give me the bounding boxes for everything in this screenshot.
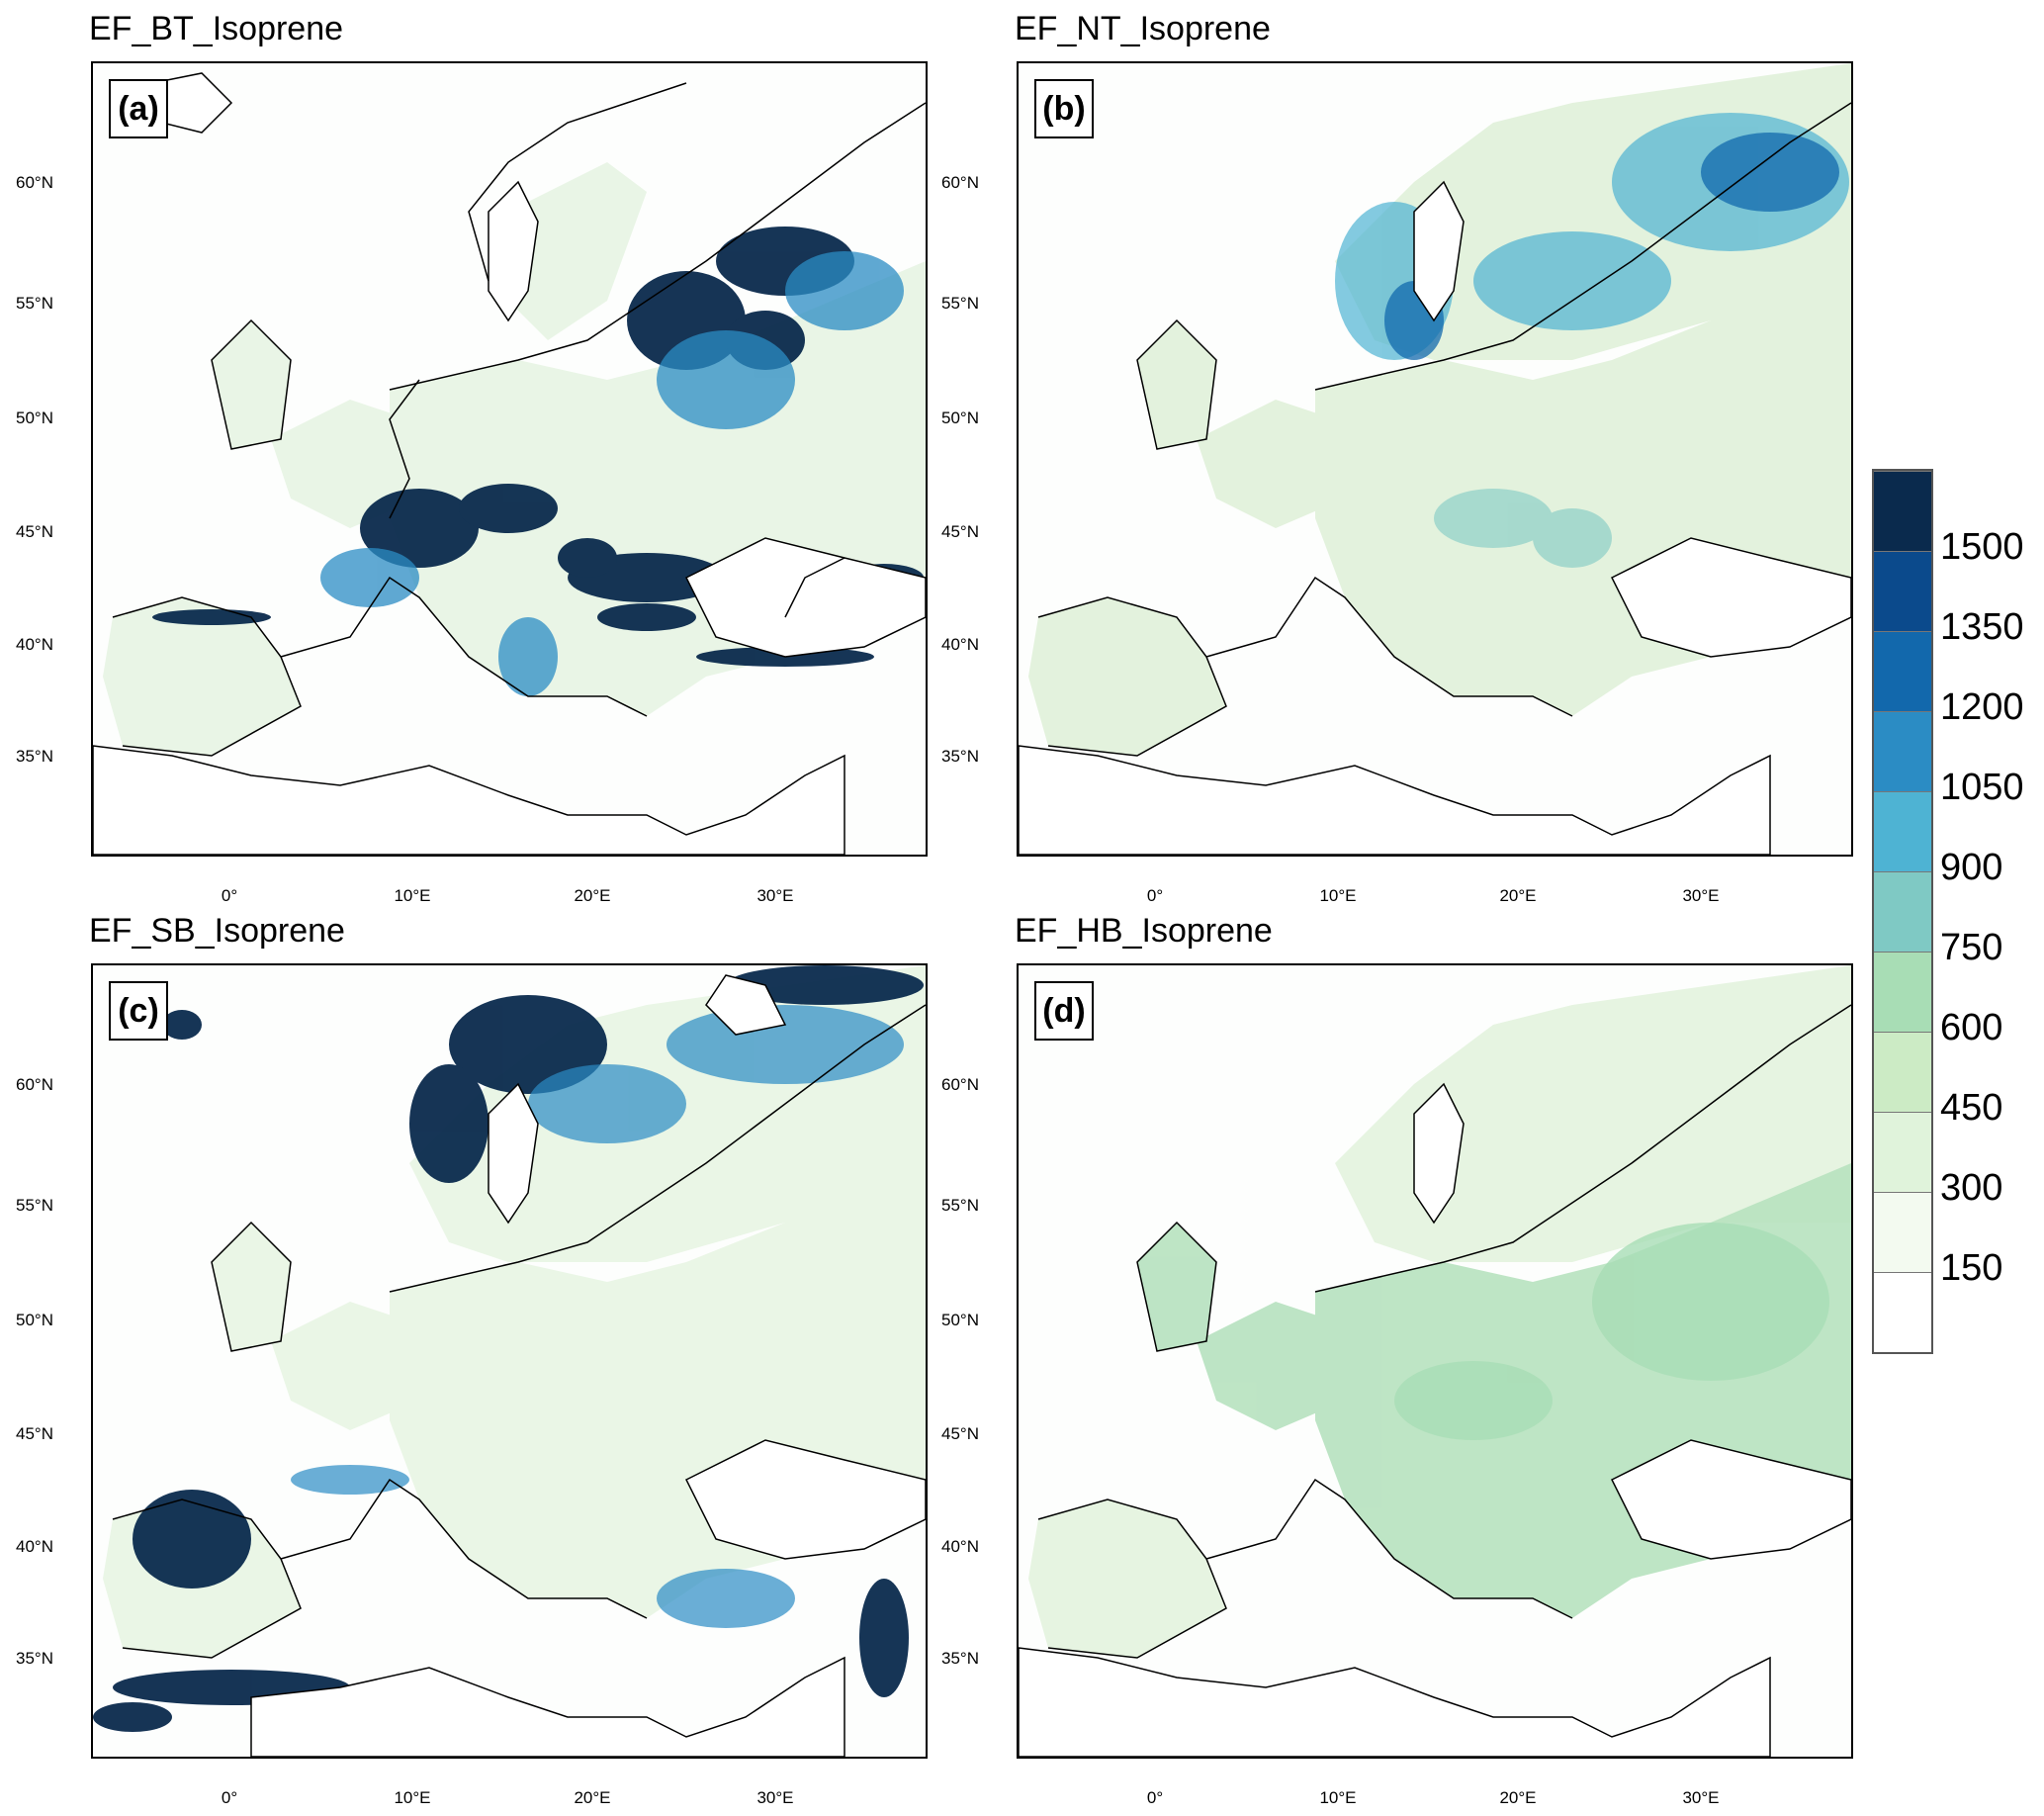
colorbar-swatch xyxy=(1874,1112,1931,1192)
lon-label: 20°E xyxy=(1499,1788,1537,1807)
colorbar-label: 1500 xyxy=(1940,526,2024,568)
panel-label: (c) xyxy=(109,981,168,1041)
lat-label: 55°N xyxy=(16,1196,53,1215)
lat-label: 45°N xyxy=(16,522,53,541)
lon-label: 0° xyxy=(221,1788,238,1807)
colorbar-label: 150 xyxy=(1940,1247,2003,1289)
lon-label: 0° xyxy=(1146,1788,1164,1807)
lat-label: 35°N xyxy=(16,1649,53,1668)
lon-label: 0° xyxy=(1146,886,1164,905)
colorbar-label: 750 xyxy=(1940,927,2003,968)
map-d-svg xyxy=(1019,965,1851,1757)
colorbar-swatch xyxy=(1874,551,1931,631)
lat-label: 45°N xyxy=(16,1424,53,1443)
map-panel-b: (b) xyxy=(1017,61,1853,857)
colorbar-label: 300 xyxy=(1940,1167,2003,1209)
lon-label: 30°E xyxy=(756,886,794,905)
colorbar-label: 1200 xyxy=(1940,686,2024,728)
colorbar-swatch xyxy=(1874,471,1931,551)
colorbar-swatch xyxy=(1874,871,1931,952)
colorbar-label: 600 xyxy=(1940,1007,2003,1048)
colorbar-swatch xyxy=(1874,1192,1931,1272)
lat-label: 60°N xyxy=(16,173,53,192)
lat-label: 60°N xyxy=(941,173,979,192)
lon-label: 30°E xyxy=(1682,886,1720,905)
lat-label: 50°N xyxy=(16,409,53,427)
lat-label: 50°N xyxy=(16,1311,53,1329)
colorbar-label: 1350 xyxy=(1940,606,2024,648)
colorbar-label: 900 xyxy=(1940,847,2003,888)
lat-label: 55°N xyxy=(941,294,979,313)
lat-label: 55°N xyxy=(16,294,53,313)
lat-label: 60°N xyxy=(16,1075,53,1094)
lat-label: 35°N xyxy=(941,747,979,766)
lat-label: 50°N xyxy=(941,1311,979,1329)
lat-label: 45°N xyxy=(941,522,979,541)
lat-label: 40°N xyxy=(16,635,53,654)
colorbar-label: 1050 xyxy=(1940,767,2024,808)
lon-label: 10°E xyxy=(394,886,431,905)
lon-label: 20°E xyxy=(574,1788,611,1807)
panel-title: EF_SB_Isoprene xyxy=(89,912,345,950)
map-a-svg xyxy=(93,72,926,855)
colorbar-swatch xyxy=(1874,631,1931,711)
lat-label: 55°N xyxy=(941,1196,979,1215)
lon-label: 10°E xyxy=(1319,886,1357,905)
colorbar xyxy=(1872,469,1933,1354)
map-panel-c: (c) xyxy=(91,963,928,1759)
panel-title: EF_BT_Isoprene xyxy=(89,10,344,47)
lat-label: 40°N xyxy=(941,1537,979,1556)
colorbar-swatch xyxy=(1874,791,1931,871)
map-c-svg xyxy=(93,965,926,1757)
lat-label: 35°N xyxy=(16,747,53,766)
colorbar-label: 450 xyxy=(1940,1087,2003,1129)
colorbar-swatch xyxy=(1874,952,1931,1032)
lat-label: 60°N xyxy=(941,1075,979,1094)
map-panel-d: (d) xyxy=(1017,963,1853,1759)
lat-label: 45°N xyxy=(941,1424,979,1443)
lon-label: 30°E xyxy=(756,1788,794,1807)
lon-label: 30°E xyxy=(1682,1788,1720,1807)
panel-title: EF_NT_Isoprene xyxy=(1015,10,1271,47)
panel-label: (b) xyxy=(1034,79,1094,138)
map-b-svg xyxy=(1019,63,1851,855)
panel-label: (d) xyxy=(1034,981,1094,1041)
lon-label: 20°E xyxy=(1499,886,1537,905)
lat-label: 35°N xyxy=(941,1649,979,1668)
lat-label: 50°N xyxy=(941,409,979,427)
panel-label: (a) xyxy=(109,79,168,138)
colorbar-swatch xyxy=(1874,1032,1931,1112)
panel-title: EF_HB_Isoprene xyxy=(1015,912,1273,950)
colorbar-swatch xyxy=(1874,1272,1931,1352)
lon-label: 10°E xyxy=(394,1788,431,1807)
lat-label: 40°N xyxy=(16,1537,53,1556)
colorbar-swatch xyxy=(1874,711,1931,791)
lat-label: 40°N xyxy=(941,635,979,654)
lon-label: 0° xyxy=(221,886,238,905)
lon-label: 20°E xyxy=(574,886,611,905)
map-panel-a: (a) xyxy=(91,61,928,857)
lon-label: 10°E xyxy=(1319,1788,1357,1807)
